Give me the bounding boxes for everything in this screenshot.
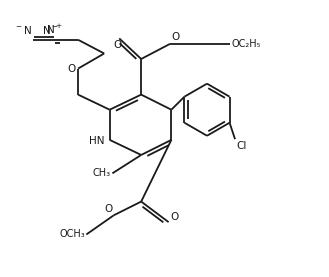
Text: O: O — [104, 204, 113, 214]
Text: O: O — [68, 64, 76, 74]
Text: O: O — [171, 212, 179, 222]
Text: HN: HN — [89, 136, 105, 146]
Text: OCH₃: OCH₃ — [59, 229, 85, 240]
Text: $^-$N: $^-$N — [14, 24, 32, 37]
Text: N$^-$: N$^-$ — [42, 24, 58, 37]
Text: CH₃: CH₃ — [93, 168, 111, 178]
Text: OC₂H₅: OC₂H₅ — [232, 39, 261, 49]
Text: Cl: Cl — [237, 140, 247, 151]
Text: O: O — [114, 40, 122, 50]
Text: O: O — [171, 32, 180, 42]
Text: N$^+$: N$^+$ — [46, 23, 63, 37]
